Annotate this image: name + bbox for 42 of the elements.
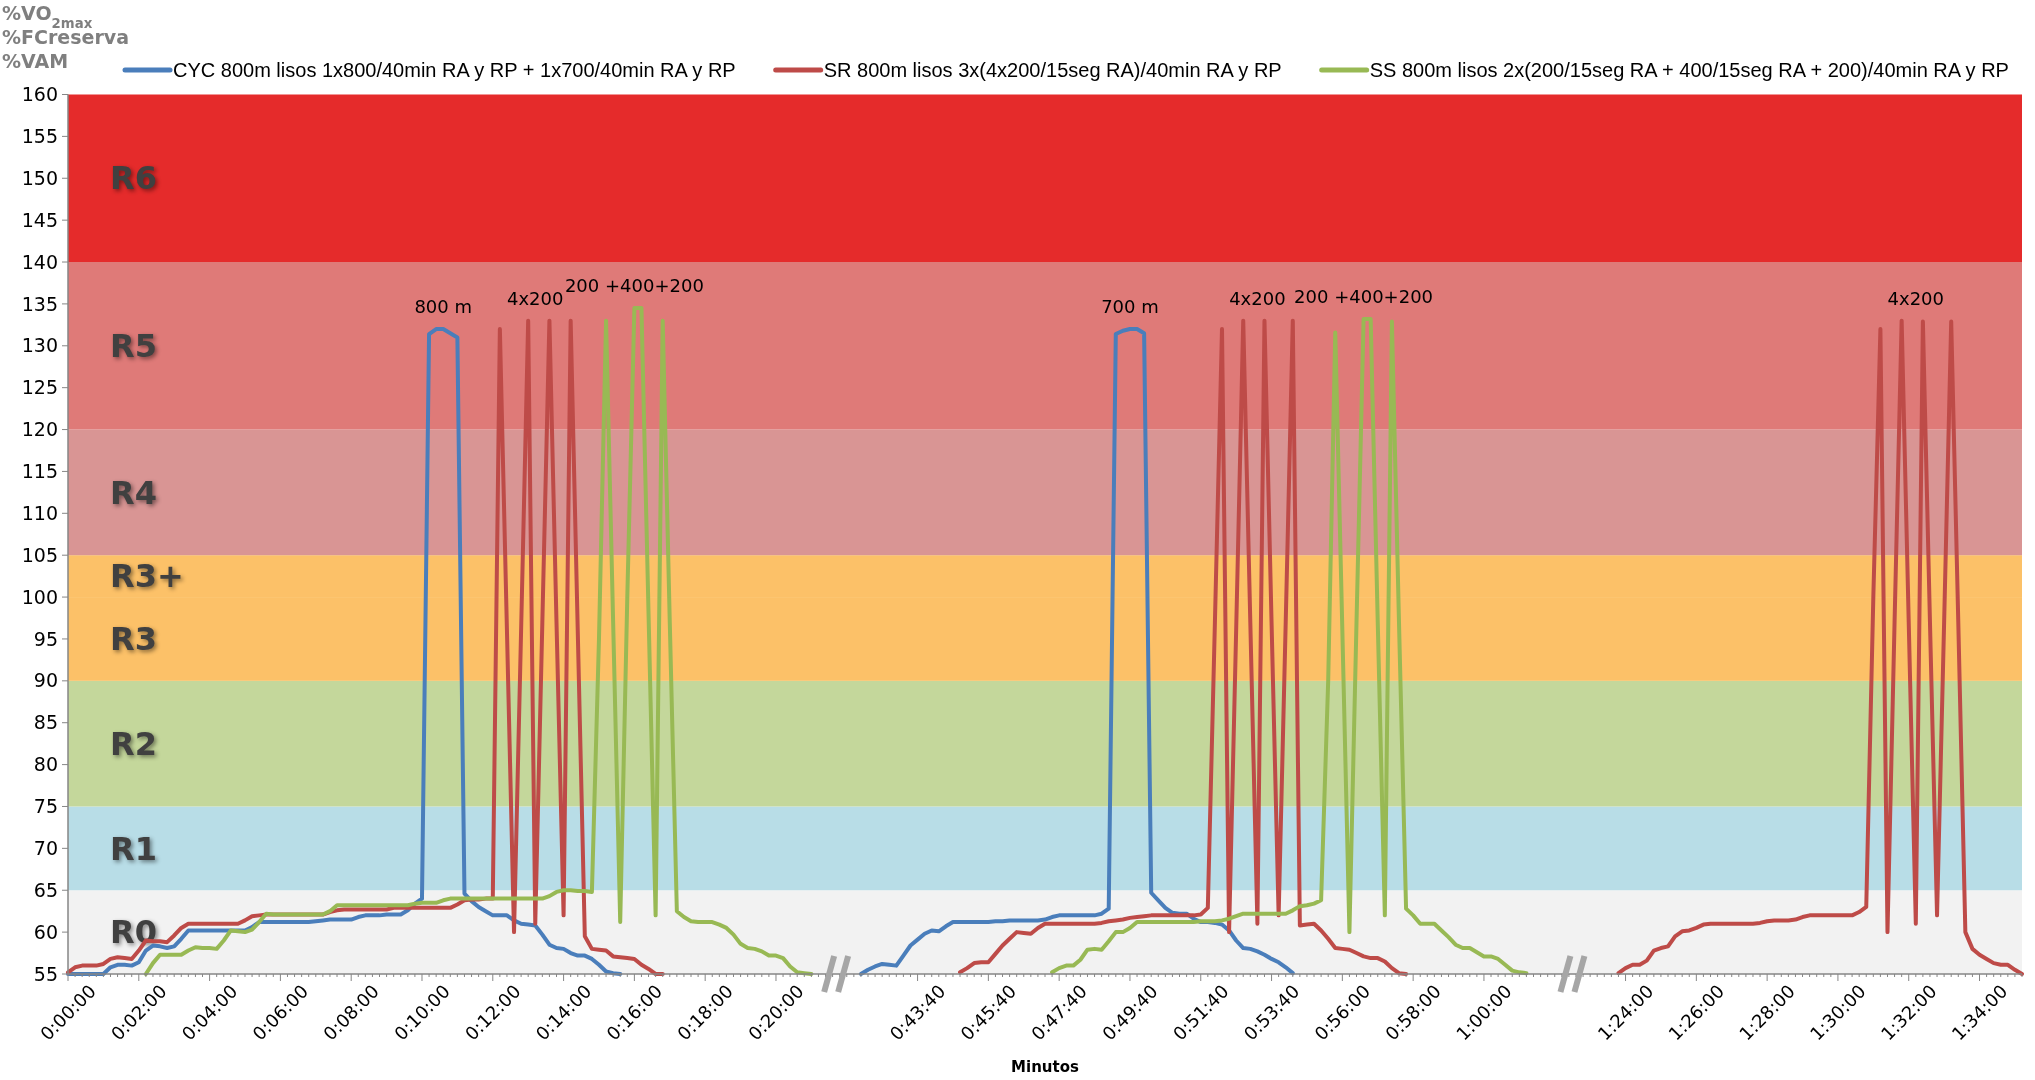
- y-tick-label: 90: [33, 669, 58, 692]
- y-tick-label: 80: [33, 753, 58, 776]
- y-tick-label: 60: [33, 920, 58, 943]
- band-label: R3: [110, 620, 157, 659]
- band-label: R4: [110, 473, 157, 512]
- y-tick-label: 75: [33, 795, 58, 818]
- y-tick-label: 120: [21, 418, 58, 441]
- y-tick-label: 70: [33, 837, 58, 860]
- y-tick-label: 65: [33, 878, 58, 901]
- annotation: 4x200: [1229, 287, 1286, 309]
- y-tick-label: 140: [21, 250, 58, 273]
- y-tick-label: 145: [21, 208, 58, 231]
- y-tick-label: 135: [21, 292, 58, 315]
- band-label: R5: [110, 326, 157, 365]
- y-tick-label: 110: [21, 501, 58, 524]
- y-tick-label: 115: [21, 460, 58, 483]
- annotation: 800 m: [414, 296, 473, 318]
- y-axis-title: %VO$_{2max}$ %FCreserva %VAM: [2, 2, 129, 72]
- annotation: 200 +400+200: [1294, 285, 1434, 307]
- legend-label: SS 800m lisos 2x(200/15seg RA + 400/15seg RA + 200)/40min RA y RP: [1369, 59, 2009, 81]
- y-tick-label: 55: [33, 962, 58, 985]
- band-label: R0: [110, 913, 157, 952]
- annotation: 200 +400+200: [564, 275, 704, 297]
- y-tick-label: 125: [21, 376, 58, 399]
- band-label: R3+: [110, 557, 184, 596]
- legend-label: CYC 800m lisos 1x800/40min RA y RP + 1x700/40min RA y RP: [173, 59, 736, 81]
- y-tick-label: 100: [21, 585, 58, 608]
- band-label: R2: [110, 724, 157, 763]
- annotation: 700 m: [1101, 296, 1159, 318]
- x-axis-title: Minutos: [1011, 1058, 1079, 1076]
- annotation: 4x200: [1887, 287, 1945, 309]
- y-tick-label: 95: [33, 627, 58, 650]
- y-tick-label: 130: [21, 334, 58, 357]
- y-tick-label: 150: [21, 166, 58, 189]
- y-tick-label: 105: [21, 543, 58, 566]
- y-tick-label: 85: [33, 711, 58, 734]
- legend-label: SR 800m lisos 3x(4x200/15seg RA)/40min RA y RP: [823, 59, 1282, 81]
- band-label: R1: [110, 829, 157, 868]
- band-label: R6: [110, 159, 157, 198]
- y-tick-label: 160: [21, 83, 58, 106]
- annotation: 4x200: [507, 287, 564, 309]
- y-tick-label: 155: [21, 125, 58, 148]
